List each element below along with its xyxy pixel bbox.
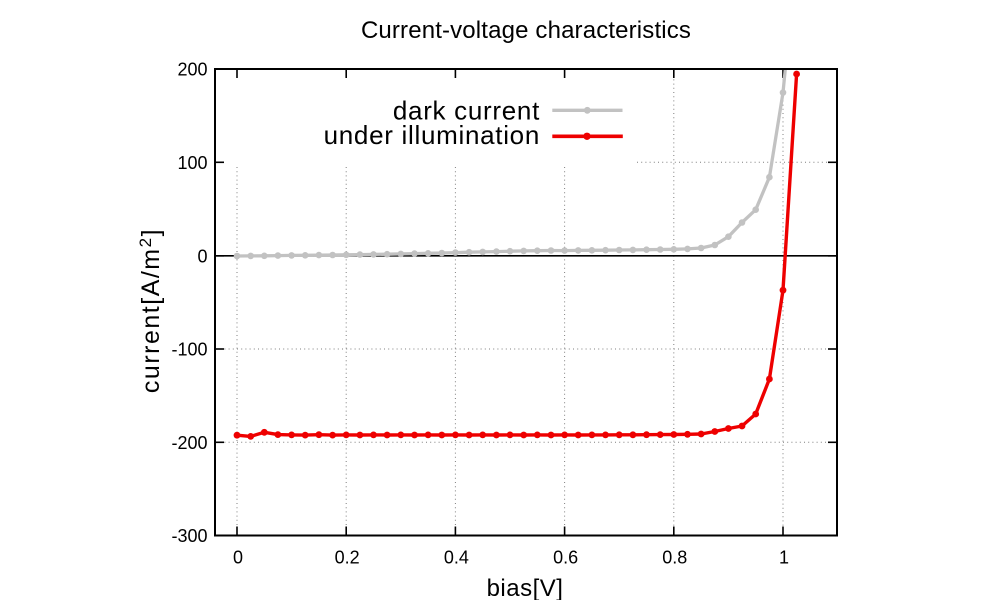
svg-text:0: 0 bbox=[233, 548, 243, 568]
svg-text:-100: -100 bbox=[171, 340, 207, 360]
svg-text:0.2: 0.2 bbox=[335, 548, 360, 568]
svg-text:0.6: 0.6 bbox=[553, 548, 578, 568]
svg-text:dark current: dark current bbox=[393, 96, 540, 126]
svg-text:Current-voltage characteristic: Current-voltage characteristics bbox=[361, 17, 691, 44]
svg-text:current[A/m2]: current[A/m2] bbox=[136, 228, 165, 393]
svg-text:-300: -300 bbox=[171, 526, 207, 546]
svg-text:200: 200 bbox=[177, 60, 207, 80]
svg-text:under illumination: under illumination bbox=[324, 120, 540, 150]
svg-text:0.8: 0.8 bbox=[662, 548, 687, 568]
svg-text:bias[V]: bias[V] bbox=[487, 575, 564, 600]
svg-text:100: 100 bbox=[177, 153, 207, 173]
svg-text:0: 0 bbox=[197, 246, 207, 266]
svg-text:-200: -200 bbox=[171, 433, 207, 453]
svg-text:1: 1 bbox=[779, 548, 789, 568]
svg-text:0.4: 0.4 bbox=[444, 548, 469, 568]
